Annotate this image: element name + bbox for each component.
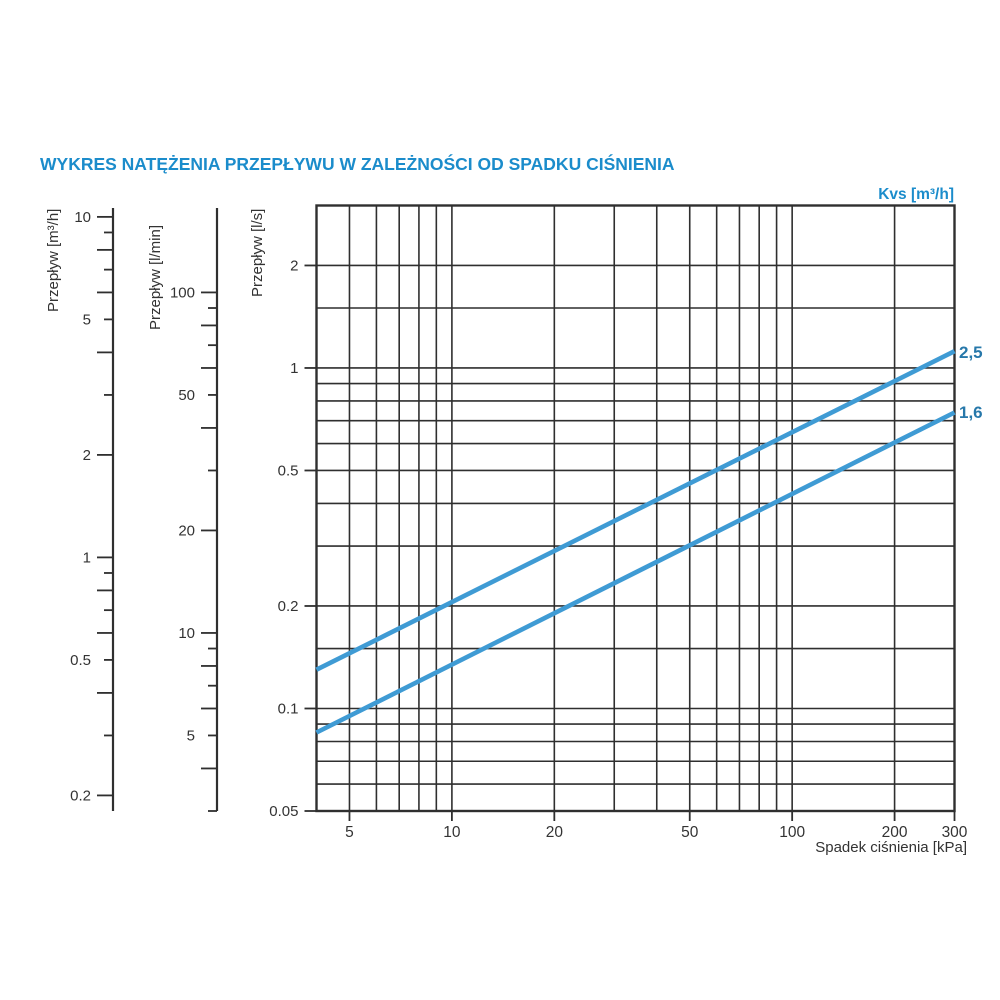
y-axis-title-ls: Przepływ [l/s] [249,209,266,297]
chart-frame [315,204,956,813]
x-tick-label: 50 [681,824,699,841]
flow-axis-tick-label: 50 [178,387,195,404]
flow-axis-tick-label: 100 [170,284,195,301]
x-tick-label: 100 [779,824,805,841]
flow-axis-tick-label: 20 [178,522,195,539]
series-line-kvs-2-5 [315,349,956,672]
flow-axis-tick-label: 0.5 [70,652,91,669]
y-tick-label: 1 [290,360,298,377]
flow-axis-tick-label: 0.2 [70,787,91,804]
series-label-kvs-1-6: 1,6 [959,403,983,422]
y-tick-label: 0.2 [278,598,299,615]
x-tick-label: 10 [443,824,461,841]
flow-axis-tick-label: 10 [74,209,91,226]
kvs-axis-header: Kvs [m³/h] [878,186,954,203]
y-axis-title-lmin: Przepływ [l/min] [147,225,164,330]
y-tick-label: 2 [290,257,298,274]
series-label-kvs-2-5: 2,5 [959,343,983,362]
y-tick-label: 0.05 [269,803,298,820]
x-tick-label: 5 [345,824,354,841]
y-tick-label: 0.1 [278,700,299,717]
x-tick-label: 20 [546,824,564,841]
flow-axis-tick-label: 1 [83,549,91,566]
x-axis-title: Spadek ciśnienia [kPa] [815,839,967,856]
y-tick-label: 0.5 [278,462,299,479]
series-line-kvs-1-6 [315,410,956,735]
flow-axis-tick-label: 10 [178,625,195,642]
y-axis-title-m3h: Przepływ [m³/h] [45,209,62,312]
flow-axis-tick-label: 5 [83,311,91,328]
x-tick-label: 300 [942,824,968,841]
page-title: WYKRES NATĘŻENIA PRZEPŁYWU W ZALEŻNOŚCI … [40,153,675,174]
flow-axis-tick-label: 5 [187,727,195,744]
x-tick-label: 200 [882,824,908,841]
flow-axis-tick-label: 2 [83,447,91,464]
